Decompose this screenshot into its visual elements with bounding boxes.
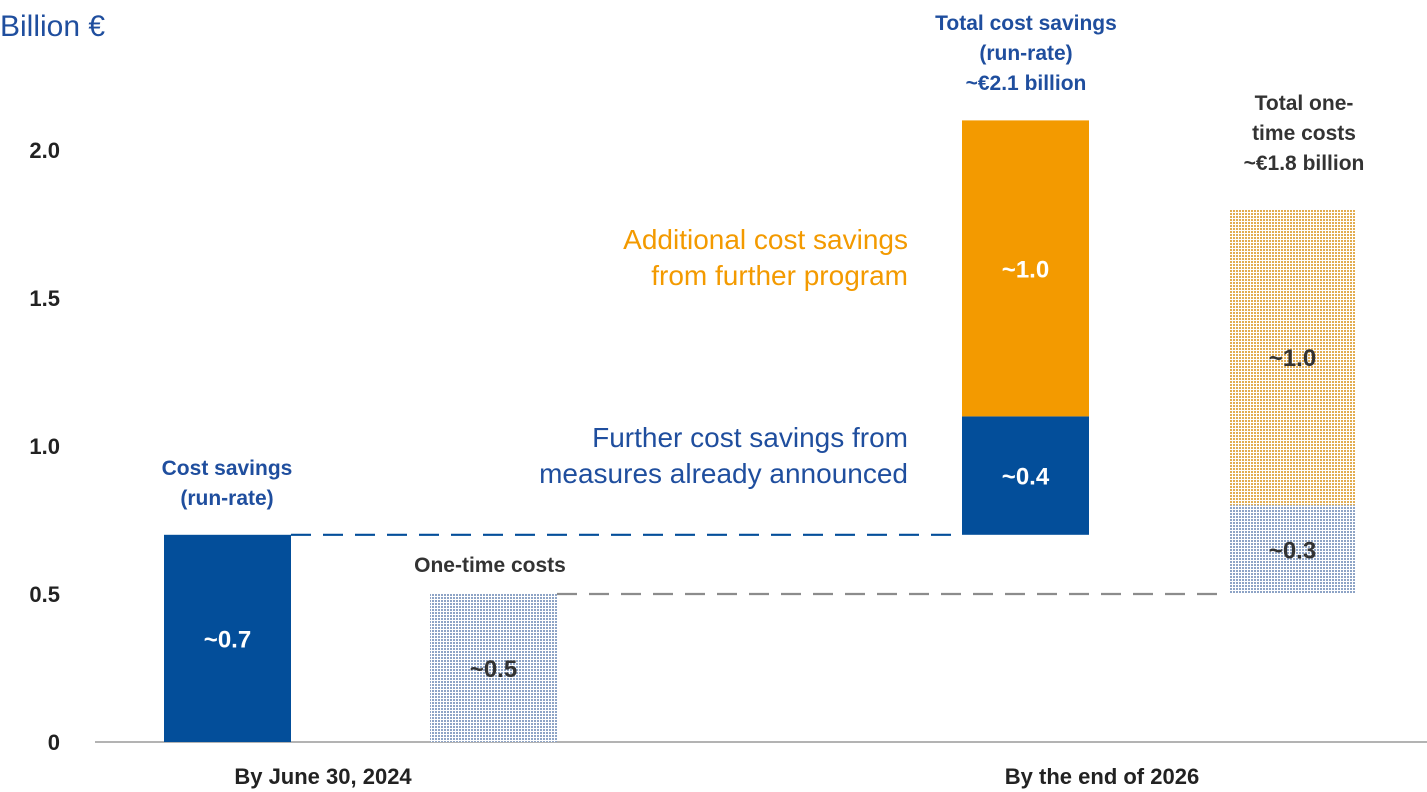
bar-annotation: One-time costs (414, 554, 566, 577)
y-tick-label: 1.5 (29, 286, 60, 311)
category-label-2026: By the end of 2026 (1005, 764, 1199, 789)
side-label: Further cost savings from measures alread… (539, 422, 908, 489)
y-tick-label: 1.0 (29, 434, 60, 459)
segment-value-label: ~0.7 (204, 626, 251, 653)
side-label: Additional cost savings from further prog… (623, 224, 908, 291)
segment-value-label: ~0.5 (470, 656, 517, 683)
bar-annotation: Total one-time costs ~€1.8 billion (1244, 92, 1365, 175)
category-label-2024: By June 30, 2024 (234, 764, 412, 789)
connector-lines (291, 533, 1229, 596)
segment-value-label: ~1.0 (1269, 345, 1316, 372)
bar-segment (962, 416, 1089, 535)
bar-segment (962, 120, 1089, 417)
bar-segment (1229, 505, 1356, 594)
segment-value-label: ~0.3 (1269, 538, 1316, 565)
segment-value-label: ~1.0 (1002, 256, 1049, 283)
bar-segment (164, 534, 291, 742)
bar-annotations: Cost savings (run-rate) One-time costs Tota… (162, 12, 1365, 577)
y-axis-ticks: 0 0.5 1.0 1.5 2.0 (29, 138, 60, 755)
bar-segment (430, 594, 557, 742)
y-tick-label: 2.0 (29, 138, 60, 163)
bar-segment (1229, 209, 1356, 506)
bar-annotation: Cost savings (run-rate) (162, 457, 293, 510)
side-labels: Additional cost savings from further prog… (539, 224, 908, 489)
unit-label: Billion € (0, 10, 105, 43)
segment-value-label: ~0.4 (1002, 464, 1050, 491)
y-tick-label: 0 (48, 730, 60, 755)
y-tick-label: 0.5 (29, 582, 60, 607)
bars: ~0.7 ~0.5 ~0.4 ~1.0 ~0.3 ~1.0 (164, 120, 1356, 742)
bar-annotation: Total cost savings (run-rate) ~€2.1 billio… (935, 12, 1117, 95)
